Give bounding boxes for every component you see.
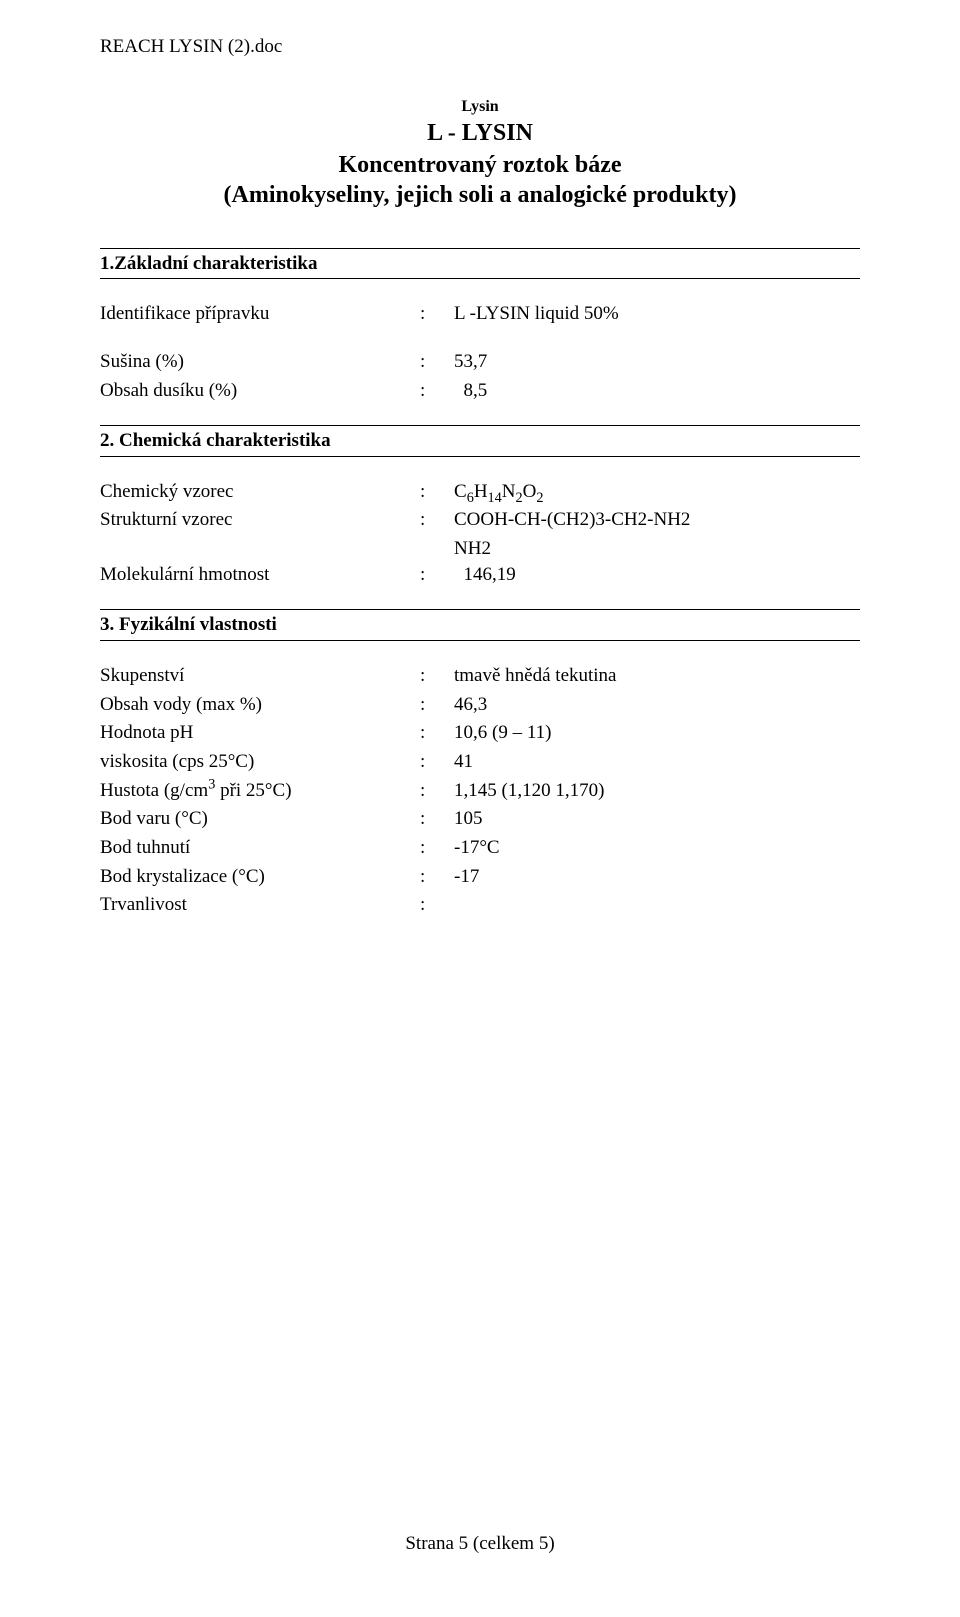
kv-colon: : (420, 806, 454, 832)
kv-row: Skupenství : tmavě hnědá tekutina (100, 663, 860, 689)
kv-label: Trvanlivost (100, 892, 420, 918)
kv-colon: : (420, 720, 454, 746)
kv-colon: : (420, 378, 454, 404)
formula-c: C (454, 481, 467, 502)
kv-value: 8,5 (454, 378, 860, 404)
kv-colon: : (420, 349, 454, 375)
kv-label: Chemický vzorec (100, 479, 420, 505)
kv-row: Molekulární hmotnost : 146,19 (100, 562, 860, 588)
formula-n-sub: 2 (516, 490, 523, 506)
title-main: L - LYSIN (100, 117, 860, 149)
kv-label: Obsah vody (max %) (100, 692, 420, 718)
formula-h: H (474, 481, 488, 502)
kv-colon: : (420, 507, 454, 533)
kv-value: 105 (454, 806, 860, 832)
kv-colon: : (420, 835, 454, 861)
kv-label: Hodnota pH (100, 720, 420, 746)
section-2-heading: 2. Chemická charakteristika (100, 425, 860, 457)
kv-row: Strukturní vzorec : COOH-CH-(CH2)3-CH2-N… (100, 507, 860, 533)
kv-colon: : (420, 864, 454, 890)
formula-h-sub: 14 (488, 490, 502, 506)
document-page: REACH LYSIN (2).doc Lysin L - LYSIN Konc… (0, 0, 960, 918)
kv-colon: : (420, 663, 454, 689)
kv-label: Obsah dusíku (%) (100, 378, 420, 404)
header-file-path: REACH LYSIN (2).doc (100, 34, 860, 60)
title-sub-line-2: (Aminokyseliny, jejich soli a analogické… (100, 180, 860, 210)
density-label-pre: Hustota (g/cm (100, 780, 208, 801)
kv-colon: : (420, 892, 454, 918)
kv-label: Identifikace přípravku (100, 301, 420, 327)
title-sub-line-1: Koncentrovaný roztok báze (100, 150, 860, 180)
kv-label: Bod varu (°C) (100, 806, 420, 832)
kv-row: Trvanlivost : (100, 892, 860, 918)
formula-o-sub: 2 (536, 490, 543, 506)
section-1-group-2: Sušina (%) : 53,7 Obsah dusíku (%) : 8,5 (100, 349, 860, 403)
kv-row: Hustota (g/cm3 při 25°C) : 1,145 (1,120 … (100, 778, 860, 804)
kv-value: 10,6 (9 – 11) (454, 720, 860, 746)
kv-row: Identifikace přípravku : L -LYSIN liquid… (100, 301, 860, 327)
kv-colon: : (420, 562, 454, 588)
kv-value: -17°C (454, 835, 860, 861)
kv-row: viskosita (cps 25°C) : 41 (100, 749, 860, 775)
kv-row: Chemický vzorec : C6H14N2O2 (100, 479, 860, 505)
kv-value: L -LYSIN liquid 50% (454, 301, 860, 327)
kv-label: Strukturní vzorec (100, 507, 420, 533)
kv-label: viskosita (cps 25°C) (100, 749, 420, 775)
kv-value: -17 (454, 864, 860, 890)
section-1-heading: 1.Základní charakteristika (100, 248, 860, 280)
formula-o: O (523, 481, 537, 502)
kv-value: COOH-CH-(CH2)3-CH2-NH2 (454, 507, 860, 533)
kv-colon: : (420, 778, 454, 804)
density-label-post: při 25°C) (215, 780, 291, 801)
kv-row: Sušina (%) : 53,7 (100, 349, 860, 375)
kv-value: 53,7 (454, 349, 860, 375)
chemical-formula: C6H14N2O2 (454, 479, 860, 505)
structural-formula-extra-line: NH2 (100, 536, 860, 562)
kv-label: Bod krystalizace (°C) (100, 864, 420, 890)
density-label: Hustota (g/cm3 při 25°C) (100, 778, 420, 804)
kv-label: Molekulární hmotnost (100, 562, 420, 588)
kv-row: Bod varu (°C) : 105 (100, 806, 860, 832)
kv-value: 146,19 (454, 562, 860, 588)
formula-n: N (502, 481, 516, 502)
section-2-group: Chemický vzorec : C6H14N2O2 Strukturní v… (100, 479, 860, 588)
kv-row: Bod tuhnutí : -17°C (100, 835, 860, 861)
kv-colon: : (420, 749, 454, 775)
kv-value: 41 (454, 749, 860, 775)
kv-row: Hodnota pH : 10,6 (9 – 11) (100, 720, 860, 746)
kv-value: 1,145 (1,120 1,170) (454, 778, 860, 804)
section-1-group-1: Identifikace přípravku : L -LYSIN liquid… (100, 301, 860, 327)
kv-colon: : (420, 479, 454, 505)
title-block: Lysin L - LYSIN Koncentrovaný roztok báz… (100, 96, 860, 210)
kv-label: Skupenství (100, 663, 420, 689)
kv-row: Obsah vody (max %) : 46,3 (100, 692, 860, 718)
kv-label: Bod tuhnutí (100, 835, 420, 861)
kv-row: Obsah dusíku (%) : 8,5 (100, 378, 860, 404)
kv-colon: : (420, 301, 454, 327)
kv-value: 46,3 (454, 692, 860, 718)
section-3-group: Skupenství : tmavě hnědá tekutina Obsah … (100, 663, 860, 918)
title-small: Lysin (100, 96, 860, 118)
kv-row: Bod krystalizace (°C) : -17 (100, 864, 860, 890)
formula-c-sub: 6 (467, 490, 474, 506)
page-footer: Strana 5 (celkem 5) (0, 1531, 960, 1557)
section-3-heading: 3. Fyzikální vlastnosti (100, 609, 860, 641)
kv-value: tmavě hnědá tekutina (454, 663, 860, 689)
kv-label: Sušina (%) (100, 349, 420, 375)
kv-colon: : (420, 692, 454, 718)
